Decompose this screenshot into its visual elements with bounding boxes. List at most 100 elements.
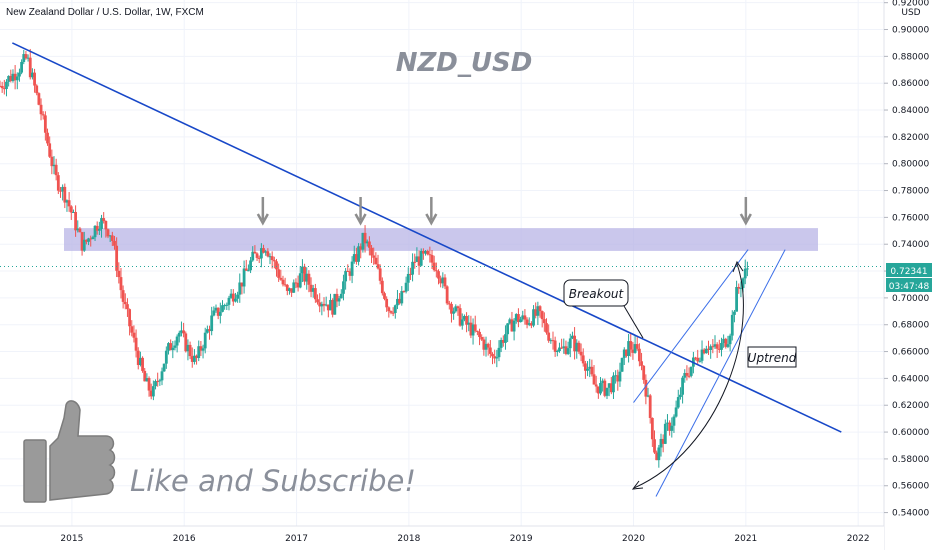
candle-body	[445, 286, 449, 304]
candle-body	[540, 311, 544, 320]
last-price-tag: 0.72341 03:47:48	[886, 263, 932, 292]
candle-body	[87, 238, 90, 242]
candle-body	[450, 303, 453, 314]
candle-body	[264, 251, 268, 253]
candle-body	[214, 307, 218, 311]
channel-line	[633, 249, 749, 403]
price-tick-label: 0.64000	[892, 374, 929, 384]
candle-body	[739, 288, 743, 290]
candle-body	[236, 294, 240, 299]
candle-body	[193, 355, 196, 362]
candle-body	[730, 314, 734, 336]
candle-body	[262, 248, 265, 253]
candle-body	[512, 320, 516, 332]
candle-body	[478, 331, 481, 338]
candle-body	[605, 387, 609, 396]
candle-body	[532, 309, 535, 326]
candle-body	[486, 343, 490, 348]
candle-body	[661, 438, 665, 444]
candle-body	[54, 164, 58, 176]
candle-body	[508, 319, 512, 324]
candle-body	[208, 329, 211, 332]
candle-body	[115, 245, 119, 271]
candle-body	[389, 311, 393, 313]
candle-body	[715, 344, 719, 349]
candle-body	[514, 314, 518, 321]
candle-body	[573, 335, 576, 352]
candle-body	[536, 306, 540, 316]
candle-body	[93, 225, 97, 238]
candle-body	[411, 261, 414, 275]
candle-body	[67, 200, 71, 207]
candle-body	[601, 380, 605, 384]
candle-body	[39, 104, 43, 115]
candle-body	[175, 336, 179, 346]
candle-body	[41, 114, 45, 116]
candle-body	[683, 373, 687, 378]
down-arrow-icon	[425, 197, 438, 226]
candle-body	[46, 132, 49, 144]
candle-body	[285, 284, 289, 291]
candle-body	[91, 237, 95, 240]
candle-body	[324, 304, 328, 306]
candle-body	[205, 329, 209, 333]
candle-body	[342, 281, 345, 294]
candle-body	[676, 397, 680, 408]
candle-body	[303, 266, 306, 282]
candle-body	[177, 332, 181, 337]
candle-body	[713, 344, 717, 347]
candle-body	[614, 375, 618, 377]
time-tick-label: 2022	[847, 534, 870, 544]
candle-body	[542, 319, 546, 324]
time-tick-label: 2016	[173, 534, 196, 544]
candle-body	[117, 270, 121, 278]
arrow-markers	[256, 197, 752, 226]
candle-body	[162, 363, 166, 372]
candle-body	[437, 271, 440, 279]
candle-body	[562, 346, 566, 349]
candle-body	[203, 332, 207, 349]
candle-body	[627, 341, 630, 356]
candle-body	[475, 330, 479, 332]
candle-body	[113, 240, 116, 246]
candle-body	[409, 273, 412, 275]
candle-body	[519, 319, 522, 323]
candle-body	[579, 351, 583, 356]
candle-body	[745, 268, 749, 270]
candle-body	[443, 277, 447, 287]
candle-body	[679, 394, 682, 398]
candle-body	[534, 309, 538, 316]
time-axis[interactable]: 2015 2016 2017 2018 2019 2020 2021 2022	[60, 534, 869, 544]
breakout-callout: Breakout	[563, 279, 644, 339]
price-tick-label: 0.78000	[892, 187, 929, 197]
candle-body	[685, 373, 689, 376]
candle-body	[301, 266, 304, 274]
watermark: NZD_USD	[396, 48, 533, 78]
candle-body	[480, 337, 484, 340]
candle-body	[50, 156, 54, 167]
candle-body	[296, 282, 300, 288]
candle-body	[668, 422, 672, 431]
candle-body	[495, 357, 499, 359]
candle-body	[728, 335, 732, 345]
candle-body	[316, 299, 319, 303]
candle-body	[108, 235, 112, 237]
candle-body	[268, 256, 272, 258]
candle-body	[7, 75, 11, 82]
breakout-box	[563, 279, 629, 307]
candle-body	[616, 375, 620, 382]
candle-body	[48, 143, 52, 157]
candle-body	[259, 248, 263, 259]
candle-body	[430, 255, 434, 263]
candle-body	[421, 250, 425, 254]
candle-body	[599, 383, 602, 394]
candle-body	[724, 338, 728, 347]
candle-body	[132, 332, 136, 338]
candle-body	[35, 85, 39, 94]
candle-body	[149, 390, 153, 397]
candle-body	[2, 88, 6, 90]
price-axis[interactable]: 0.92000 0.90000 0.88000 0.86000 0.84000 0.820…	[884, 0, 929, 519]
candle-body	[653, 439, 656, 453]
uptrend-arc-head-top	[732, 260, 744, 273]
